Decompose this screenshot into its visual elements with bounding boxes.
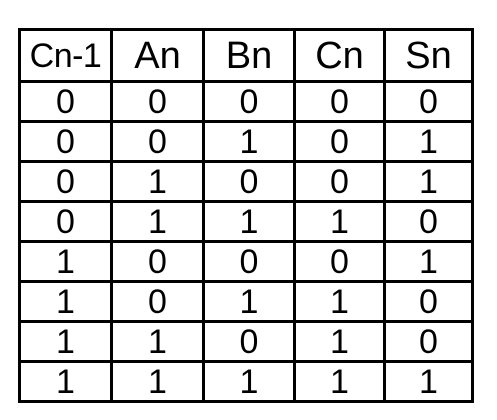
table-cell: 0 (110, 120, 205, 163)
table-cell: 1 (383, 120, 474, 163)
table-cell: 1 (18, 240, 113, 283)
table-cell: 0 (383, 280, 474, 323)
table-cell: 0 (18, 120, 113, 163)
table-row: 0 0 1 0 1 (18, 120, 474, 163)
table-row: 1 0 0 0 1 (18, 240, 474, 283)
table-cell: 1 (110, 200, 205, 243)
table-row: 0 1 1 1 0 (18, 200, 474, 243)
table-row: 0 0 0 0 0 (18, 80, 474, 123)
table-cell: 1 (202, 200, 296, 243)
table-cell: 0 (202, 80, 296, 123)
table-body: 0 0 0 0 0 0 0 1 0 1 0 1 0 0 1 0 1 1 1 0 (18, 80, 474, 403)
table-cell: 0 (202, 160, 296, 203)
table-cell: 0 (383, 80, 474, 123)
header-row: Cn-1 An Bn Cn Sn (18, 28, 474, 83)
table-cell: 1 (293, 280, 386, 323)
table-cell: 0 (110, 240, 205, 283)
header-bn: Bn (202, 28, 296, 83)
table-cell: 0 (18, 80, 113, 123)
table-row: 0 1 0 0 1 (18, 160, 474, 203)
table-cell: 1 (202, 120, 296, 163)
table-header: Cn-1 An Bn Cn Sn (18, 28, 474, 83)
table-cell: 0 (110, 280, 205, 323)
table-row: 1 1 1 1 1 (18, 360, 474, 403)
truth-table: Cn-1 An Bn Cn Sn 0 0 0 0 0 0 0 1 0 1 0 1… (18, 28, 474, 403)
table-cell: 0 (18, 200, 113, 243)
table-cell: 0 (18, 160, 113, 203)
table-cell: 0 (293, 160, 386, 203)
table-cell: 0 (293, 120, 386, 163)
table-cell: 1 (383, 360, 474, 403)
header-cn: Cn (293, 28, 386, 83)
table-cell: 0 (383, 200, 474, 243)
table-cell: 1 (110, 160, 205, 203)
table-cell: 1 (293, 200, 386, 243)
table-cell: 1 (202, 360, 296, 403)
table-cell: 1 (110, 360, 205, 403)
table-cell: 1 (18, 360, 113, 403)
header-sn: Sn (383, 28, 474, 83)
table-row: 1 0 1 1 0 (18, 280, 474, 323)
table-cell: 0 (383, 320, 474, 363)
table-cell: 1 (383, 240, 474, 283)
header-cn-1: Cn-1 (18, 28, 113, 83)
table-row: 1 1 0 1 0 (18, 320, 474, 363)
table-cell: 1 (293, 320, 386, 363)
table-cell: 1 (18, 280, 113, 323)
table-cell: 1 (110, 320, 205, 363)
table-cell: 0 (202, 240, 296, 283)
table-cell: 0 (293, 80, 386, 123)
table-cell: 1 (202, 280, 296, 323)
header-an: An (110, 28, 205, 83)
table-cell: 0 (110, 80, 205, 123)
table-cell: 0 (293, 240, 386, 283)
table-cell: 0 (202, 320, 296, 363)
table-cell: 1 (18, 320, 113, 363)
table-cell: 1 (383, 160, 474, 203)
table-cell: 1 (293, 360, 386, 403)
